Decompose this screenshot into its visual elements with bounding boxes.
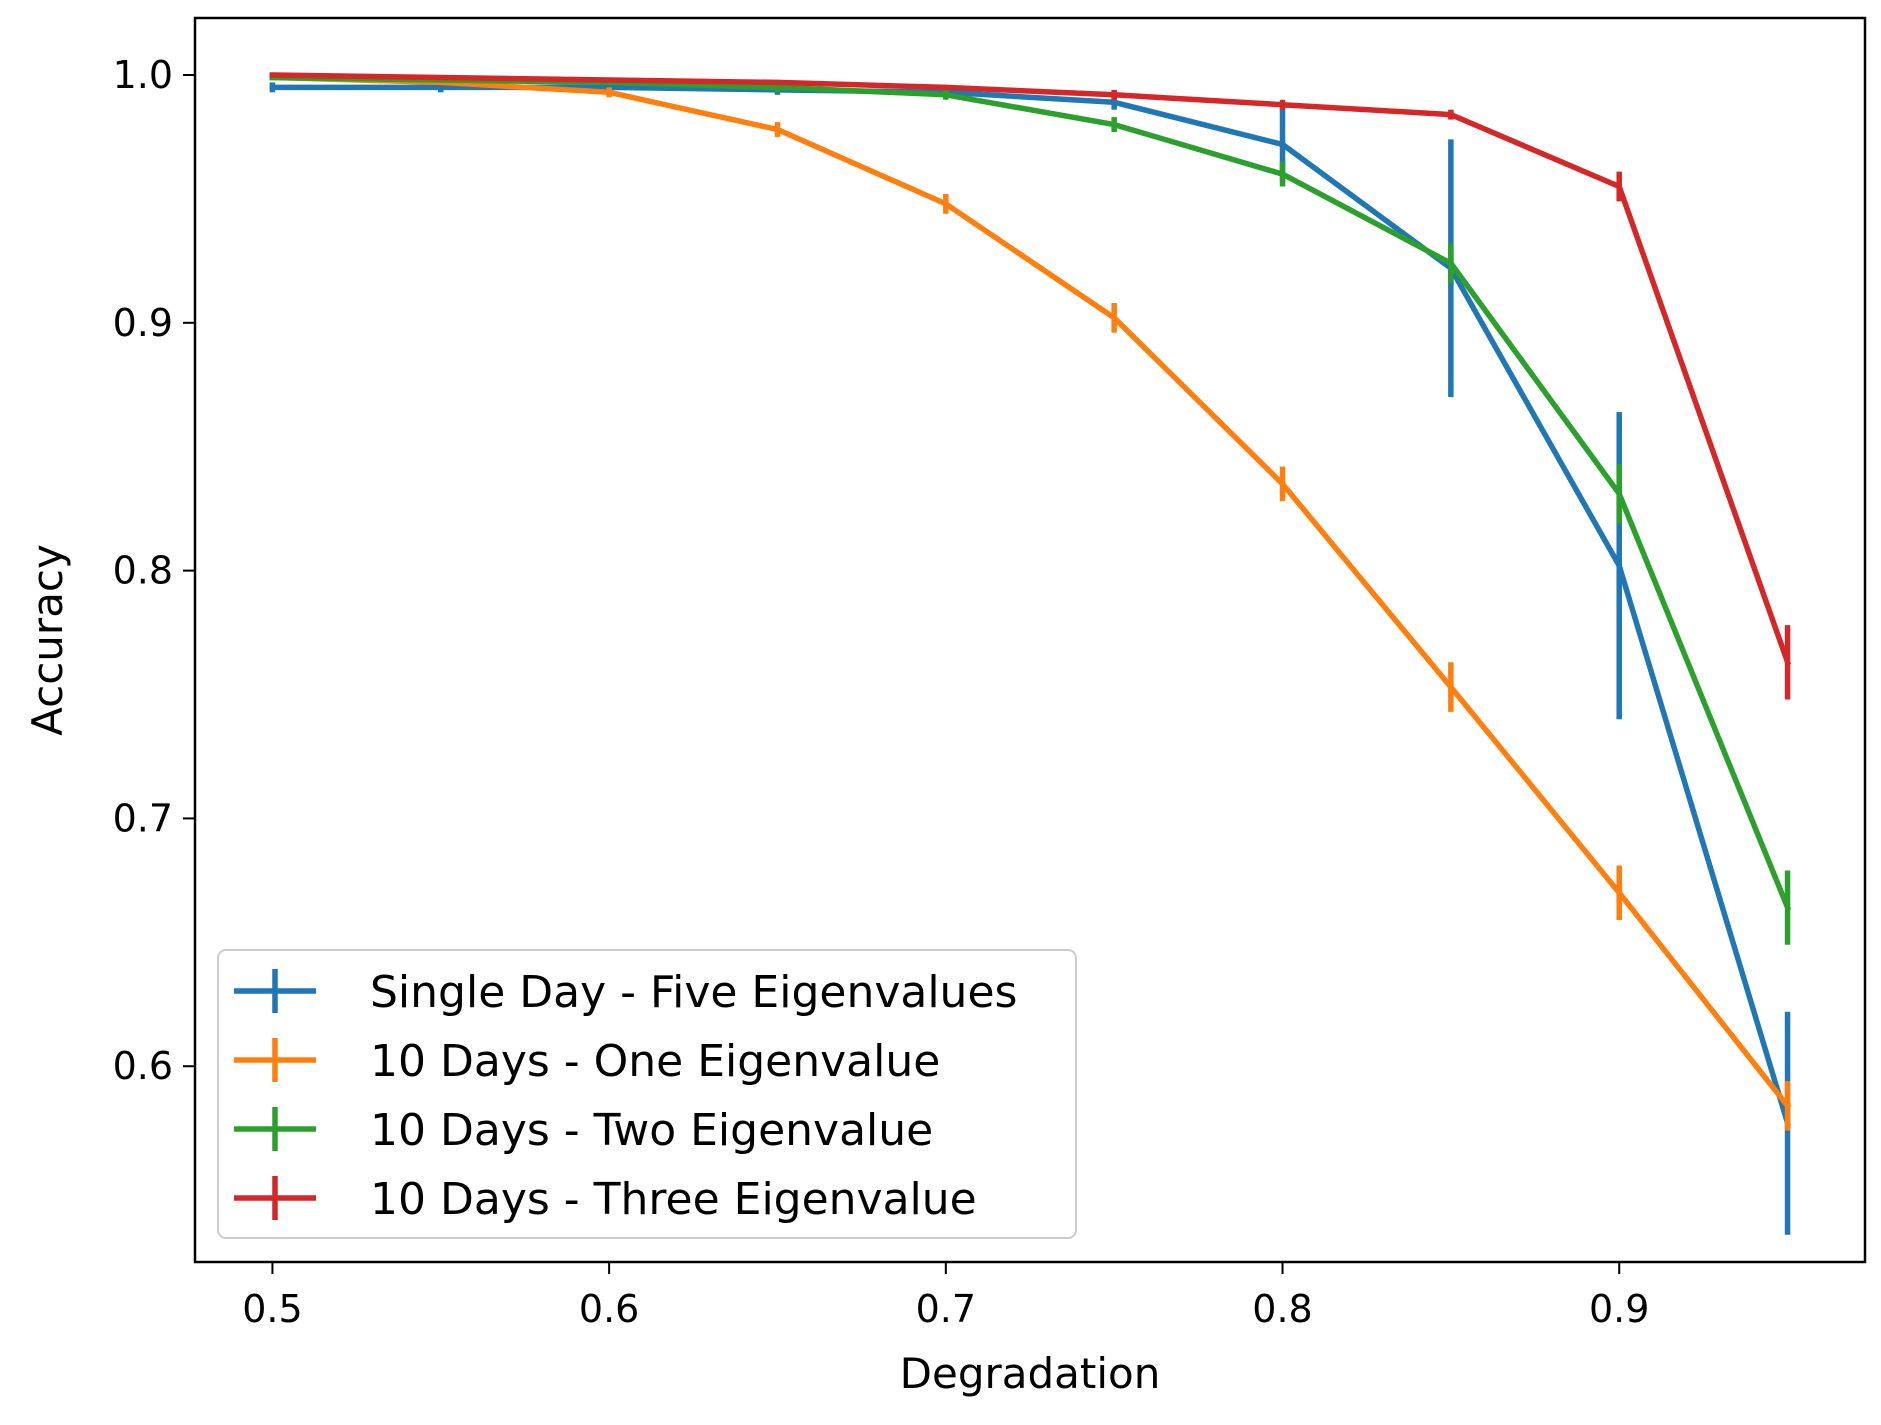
y-axis-label: Accuracy [23,544,72,736]
y-tick-label: 0.8 [113,549,173,593]
series-line [269,72,1792,666]
x-axis-label: Degradation [900,1349,1161,1398]
series-2 [269,74,1792,1131]
y-tick-label: 0.9 [113,301,173,345]
legend-box [217,949,1077,1239]
legend-label: 10 Days - Two Eigenvalue [370,1105,933,1156]
legend-label: 10 Days - One Eigenvalue [370,1036,940,1087]
legend-entry: 10 Days - Three Eigenvalue [234,1174,977,1225]
series-line [269,74,1792,1110]
x-axis-ticks: 0.5 0.6 0.7 0.8 0.9 [242,1262,1649,1331]
y-axis-ticks: 0.6 0.7 0.8 0.9 1.0 [113,53,195,1088]
series-4 [269,72,1792,700]
legend-label: 10 Days - Three Eigenvalue [370,1174,977,1225]
y-tick-label: 0.6 [113,1044,173,1088]
legend-label: Single Day - Five Eigenvalues [370,967,1017,1018]
x-tick-label: 0.5 [242,1287,302,1331]
axes-frame [193,16,1867,1264]
plot-area [269,72,1792,1235]
y-tick-label: 0.7 [113,796,173,840]
legend-entry: 10 Days - One Eigenvalue [234,1036,940,1087]
x-tick-label: 0.8 [1252,1287,1312,1331]
x-tick-label: 0.7 [916,1287,976,1331]
y-tick-label: 1.0 [113,53,173,97]
legend: Single Day - Five Eigenvalues 10 Days - O… [217,949,1077,1239]
x-tick-label: 0.9 [1589,1287,1649,1331]
legend-entry: Single Day - Five Eigenvalues [234,967,1017,1018]
x-tick-label: 0.6 [579,1287,639,1331]
legend-entry: 10 Days - Two Eigenvalue [234,1105,933,1156]
